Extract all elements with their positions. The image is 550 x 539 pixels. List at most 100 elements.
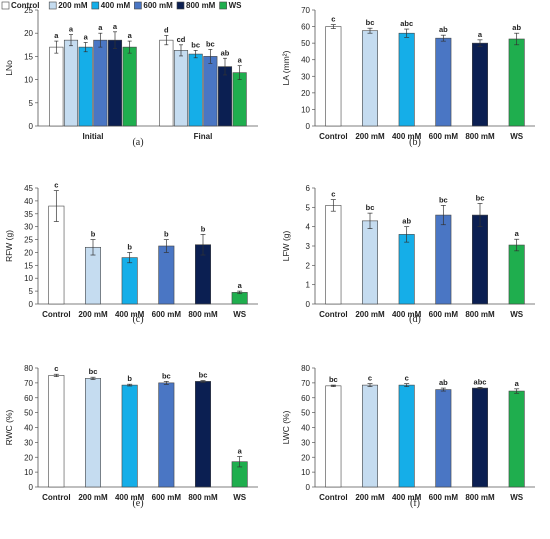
legend-swatch xyxy=(48,1,57,10)
bar xyxy=(508,390,525,488)
y-tick-label: 30 xyxy=(24,438,33,447)
y-tick-label: 20 xyxy=(24,248,33,257)
significance-letter: d xyxy=(164,26,169,35)
panel-label: (b) xyxy=(409,137,421,148)
significance-letter: bc xyxy=(476,193,485,202)
bar xyxy=(361,30,378,127)
significance-letter: abc xyxy=(400,19,413,28)
significance-letter: abc xyxy=(474,377,487,386)
y-tick-label: 15 xyxy=(24,261,33,270)
bar xyxy=(361,220,378,305)
y-tick-label: 0 xyxy=(29,300,34,309)
significance-letter: ab xyxy=(439,25,448,34)
significance-letter: bc xyxy=(206,39,215,48)
y-tick-label: 10 xyxy=(301,468,310,477)
bar xyxy=(325,205,342,305)
bar xyxy=(435,389,452,488)
x-tick-label: Control xyxy=(319,310,347,319)
y-tick-label: 25 xyxy=(24,236,33,245)
panel-label: (e) xyxy=(132,498,143,509)
x-tick-label: 600 mM xyxy=(152,310,182,319)
bar xyxy=(435,214,452,305)
panel-label: (d) xyxy=(409,314,421,325)
y-tick-label: 10 xyxy=(24,76,33,85)
x-tick-label: WS xyxy=(510,132,524,141)
y-tick-label: 70 xyxy=(24,379,33,388)
y-axis-label: RFW (g) xyxy=(4,230,14,262)
legend-swatch xyxy=(91,1,100,10)
x-tick-label: WS xyxy=(510,310,524,319)
y-tick-label: 10 xyxy=(24,468,33,477)
bar xyxy=(63,39,79,127)
significance-letter: a xyxy=(515,379,520,388)
significance-letter: bc xyxy=(199,370,208,379)
y-tick-label: 80 xyxy=(301,364,310,373)
y-axis-label: LWC (%) xyxy=(281,410,291,444)
significance-letter: b xyxy=(127,242,132,251)
legend-label: 600 mM xyxy=(143,1,173,10)
significance-letter: ab xyxy=(402,217,411,226)
significance-letter: c xyxy=(54,364,58,373)
bar xyxy=(203,56,218,127)
bar xyxy=(122,46,137,127)
bar xyxy=(121,384,138,488)
significance-letter: b xyxy=(164,230,169,239)
bar xyxy=(471,214,488,305)
significance-letter: c xyxy=(405,374,409,383)
significance-letter: bc xyxy=(89,367,98,376)
x-tick-label: Initial xyxy=(83,132,104,141)
bar xyxy=(435,37,452,127)
bar xyxy=(158,382,175,488)
significance-letter: c xyxy=(54,181,58,190)
significance-letter: a xyxy=(238,56,243,65)
significance-letter: c xyxy=(331,15,335,24)
significance-letter: ab xyxy=(439,378,448,387)
x-tick-label: 400 mM xyxy=(392,310,422,319)
significance-letter: cd xyxy=(177,35,186,44)
significance-letter: a xyxy=(238,281,243,290)
x-tick-label: WS xyxy=(510,493,524,502)
significance-letter: bc xyxy=(191,40,200,49)
y-axis-label: LA (mm²) xyxy=(281,50,291,85)
chart-panel: 0 5 10 15 20 25 30 35 40 45 RFW (g) (c) c Control b 200… xyxy=(4,181,258,325)
bar xyxy=(107,39,123,127)
x-tick-label: 800 mM xyxy=(188,493,218,502)
bar xyxy=(325,385,342,488)
legend-label: Control xyxy=(11,1,39,10)
y-tick-label: 1 xyxy=(306,281,311,290)
y-tick-label: 6 xyxy=(306,184,311,193)
x-tick-label: 400 mM xyxy=(115,310,145,319)
y-tick-label: 0 xyxy=(306,300,311,309)
y-tick-label: 30 xyxy=(24,223,33,232)
y-tick-label: 45 xyxy=(24,184,33,193)
significance-letter: ab xyxy=(221,48,230,57)
x-tick-label: 800 mM xyxy=(465,310,495,319)
y-tick-label: 0 xyxy=(29,122,34,131)
significance-letter: a xyxy=(238,447,243,456)
y-tick-label: 30 xyxy=(301,438,310,447)
x-tick-label: 800 mM xyxy=(188,310,218,319)
y-tick-label: 80 xyxy=(24,364,33,373)
y-tick-label: 0 xyxy=(306,122,311,131)
y-tick-label: 25 xyxy=(24,6,33,15)
significance-letter: a xyxy=(128,31,133,40)
bar xyxy=(85,378,102,488)
significance-letter: b xyxy=(91,230,96,239)
legend-label: 200 mM xyxy=(58,1,88,10)
x-tick-label: 200 mM xyxy=(355,132,385,141)
bar xyxy=(471,387,488,488)
significance-letter: bc xyxy=(366,203,375,212)
significance-letter: bc xyxy=(439,195,448,204)
significance-letter: bc xyxy=(329,375,338,384)
x-tick-label: 600 mM xyxy=(429,493,459,502)
bar xyxy=(471,42,488,127)
bar xyxy=(173,50,189,127)
x-tick-label: Control xyxy=(42,310,70,319)
legend-label: 800 mM xyxy=(186,1,216,10)
y-tick-label: 70 xyxy=(301,379,310,388)
y-tick-label: 20 xyxy=(301,453,310,462)
significance-letter: b xyxy=(201,224,206,233)
y-tick-label: 5 xyxy=(29,287,34,296)
bar xyxy=(398,384,415,488)
y-axis-label: RWC (%) xyxy=(4,409,14,445)
